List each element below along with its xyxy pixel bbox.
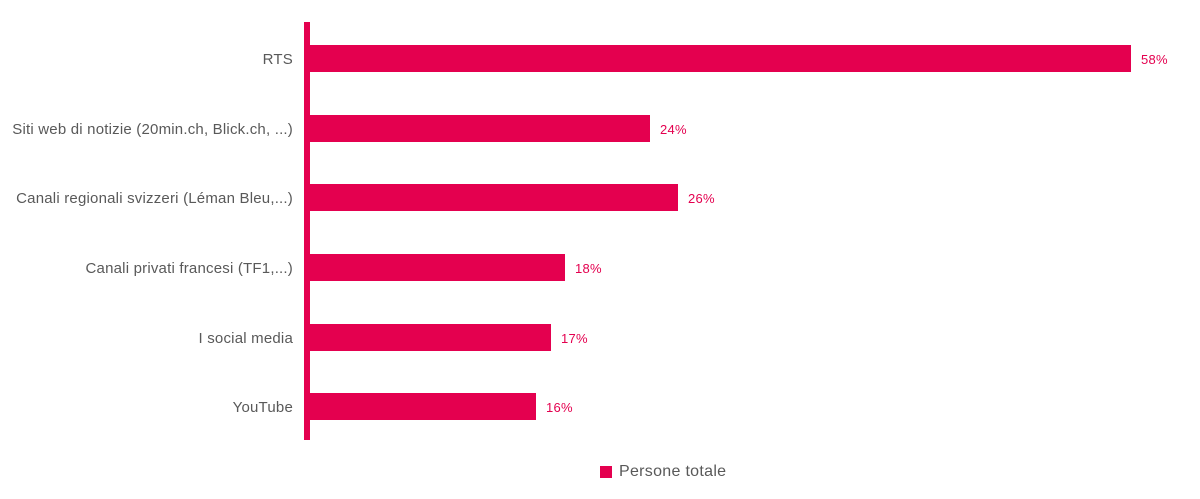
category-label: RTS: [262, 50, 293, 68]
bar-persone-totale[interactable]: [310, 324, 551, 351]
chart-row: I social media 17%: [0, 303, 1200, 373]
chart-row: RTS 58%: [0, 24, 1200, 94]
chart-row: Canali privati francesi (TF1,...) 18%: [0, 233, 1200, 303]
value-label: 18%: [575, 260, 602, 276]
bar-persone-totale[interactable]: [310, 45, 1131, 72]
value-label: 26%: [688, 190, 715, 206]
chart-row: Canali regionali svizzeri (Léman Bleu,..…: [0, 163, 1200, 233]
category-label: YouTube: [232, 398, 293, 416]
value-label: 17%: [561, 330, 588, 346]
legend-swatch-icon: [600, 466, 612, 478]
category-label: Canali regionali svizzeri (Léman Bleu,..…: [16, 189, 293, 207]
category-label: Siti web di notizie (20min.ch, Blick.ch,…: [12, 120, 293, 138]
value-label: 24%: [660, 121, 687, 137]
legend[interactable]: Persone totale: [600, 463, 726, 481]
value-label: 16%: [546, 399, 573, 415]
bar-persone-totale[interactable]: [310, 393, 536, 420]
legend-label: Persone totale: [619, 463, 727, 480]
category-label: I social media: [198, 329, 293, 347]
category-label: Canali privati francesi (TF1,...): [85, 259, 293, 277]
bar-persone-totale[interactable]: [310, 254, 565, 281]
bar-persone-totale[interactable]: [310, 184, 678, 211]
chart-row: YouTube 16%: [0, 372, 1200, 442]
chart-row: Siti web di notizie (20min.ch, Blick.ch,…: [0, 94, 1200, 164]
bar-persone-totale[interactable]: [310, 115, 650, 142]
y-axis-line: [304, 22, 310, 440]
value-label: 58%: [1141, 51, 1168, 67]
